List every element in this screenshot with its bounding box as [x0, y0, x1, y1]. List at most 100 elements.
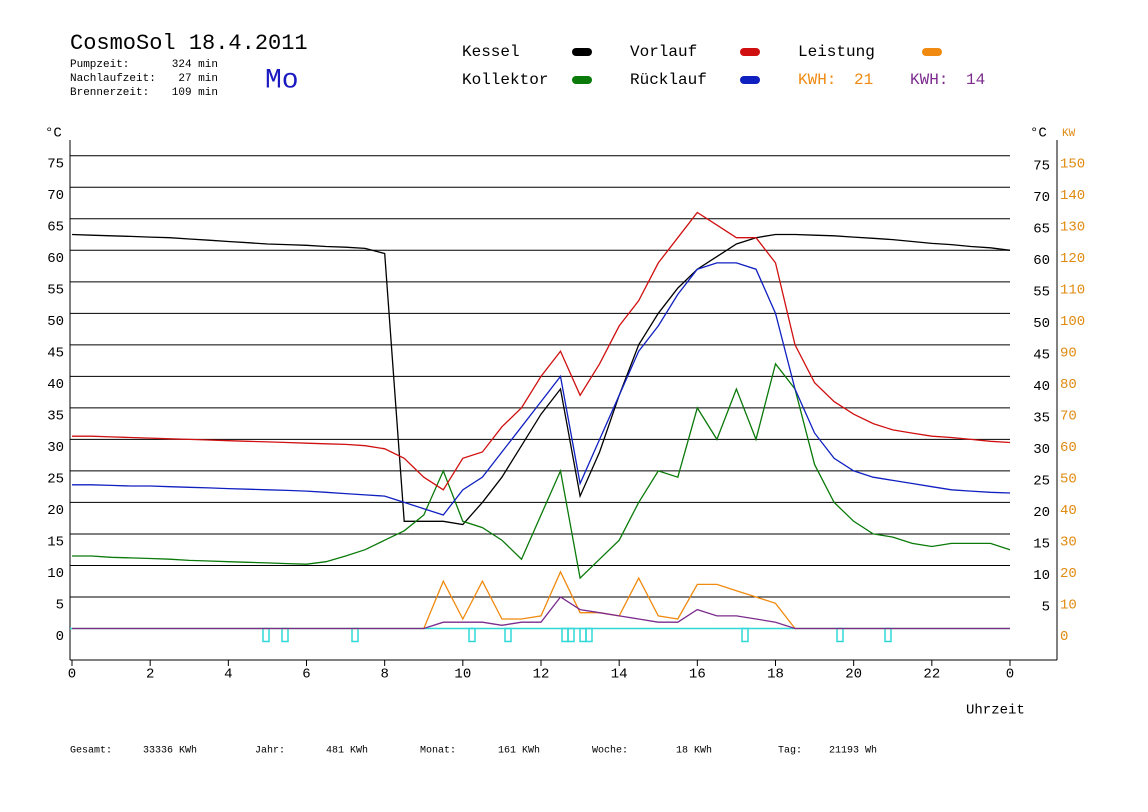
- kwh-prefix: KWH:: [798, 71, 836, 89]
- y-tick-label: 75: [47, 156, 64, 172]
- y-axis-label: °C: [45, 126, 62, 142]
- pump-marker: [468, 627, 476, 643]
- footer-label: Tag:: [778, 746, 802, 757]
- legend-swatch: [740, 76, 760, 84]
- x-tick-label: 10: [454, 667, 471, 683]
- y2-tick-label: 70: [1060, 409, 1077, 425]
- y2-tick-label-c: 10: [1033, 568, 1050, 584]
- y-tick-label: 0: [56, 629, 64, 645]
- y2-tick-label-c: 45: [1033, 348, 1050, 364]
- legend-label: Leistung: [798, 43, 875, 61]
- footer-value: 18 KWh: [676, 745, 712, 757]
- pump-marker: [567, 627, 575, 643]
- y2-tick-label: 80: [1060, 377, 1077, 393]
- info-label: Nachlaufzeit:: [70, 73, 156, 85]
- legend-swatch: [572, 76, 592, 84]
- footer-value: 33336 KWh: [143, 745, 197, 757]
- y-tick-label: 55: [47, 283, 64, 299]
- y-tick-label: 40: [47, 377, 64, 393]
- x-tick-label: 14: [611, 667, 628, 683]
- y2-tick-label-c: 50: [1033, 316, 1050, 332]
- y2-tick-label: 30: [1060, 535, 1077, 551]
- y-tick-label: 35: [47, 409, 64, 425]
- y-tick-label: 45: [47, 346, 64, 362]
- legend-label: Kessel: [462, 43, 520, 61]
- legend-swatch: [922, 48, 942, 56]
- footer-label: Monat:: [420, 746, 456, 757]
- y2-tick-label-c: 35: [1033, 411, 1050, 427]
- kwh-value: 21: [854, 71, 873, 89]
- x-tick-label: 6: [302, 667, 310, 683]
- legend-label: Kollektor: [462, 71, 548, 89]
- x-tick-label: 2: [146, 667, 154, 683]
- info-value: 27 min: [178, 73, 218, 85]
- y-tick-label: 70: [47, 188, 64, 204]
- kwh-value: 14: [966, 71, 985, 89]
- y-tick-label: 10: [47, 566, 64, 582]
- y2-tick-label-c: 75: [1033, 158, 1050, 174]
- weekday: Mo: [265, 65, 299, 96]
- y-tick-label: 30: [47, 440, 64, 456]
- y2-tick-label: 130: [1060, 219, 1085, 235]
- y2-tick-label: 40: [1060, 503, 1077, 519]
- y2-tick-label: 50: [1060, 472, 1077, 488]
- x-tick-label: 0: [68, 667, 76, 683]
- y2-tick-label-c: 60: [1033, 253, 1050, 269]
- series-line: [72, 362, 1011, 580]
- y-tick-label: 25: [47, 472, 64, 488]
- y2-tick-label: 90: [1060, 346, 1077, 362]
- y2-tick-label: 20: [1060, 566, 1077, 582]
- y2-tick-label: 150: [1060, 156, 1085, 172]
- y2-tick-label-c: 20: [1033, 505, 1050, 521]
- legend-label: Vorlauf: [630, 43, 697, 61]
- y2-tick-label: 100: [1060, 314, 1085, 330]
- x-tick-label: 4: [224, 667, 232, 683]
- info-label: Brennerzeit:: [70, 87, 149, 99]
- y2-tick-label-c: 40: [1033, 379, 1050, 395]
- kwh-prefix: KWH:: [910, 71, 948, 89]
- y-tick-label: 20: [47, 503, 64, 519]
- y-tick-label: 5: [56, 598, 64, 614]
- y2-tick-label: 140: [1060, 188, 1085, 204]
- x-tick-label: 8: [380, 667, 388, 683]
- legend-swatch: [740, 48, 760, 56]
- y2-tick-label: 60: [1060, 440, 1077, 456]
- y-tick-label: 50: [47, 314, 64, 330]
- y2-tick-label-c: 70: [1033, 190, 1050, 206]
- footer-label: Jahr:: [255, 745, 285, 757]
- y2-tick-label-c: 30: [1033, 442, 1050, 458]
- x-tick-label: 16: [689, 667, 706, 683]
- info-value: 109 min: [172, 87, 218, 99]
- y2-tick-label: 120: [1060, 251, 1085, 267]
- y2-tick-label-c: 65: [1033, 221, 1050, 237]
- series-line: [71, 233, 1011, 526]
- x-tick-label: 20: [845, 667, 862, 683]
- footer-value: 161 KWh: [498, 745, 540, 757]
- y2-tick-label-c: 55: [1033, 285, 1050, 301]
- x-axis-label: Uhrzeit: [966, 703, 1025, 719]
- footer-value: 481 KWh: [326, 745, 368, 757]
- y-tick-label: 65: [47, 219, 64, 235]
- x-tick-label: 12: [533, 667, 550, 683]
- x-tick-label: 18: [767, 667, 784, 683]
- legend-swatch: [572, 48, 592, 56]
- y2-tick-label: 10: [1060, 598, 1077, 614]
- series-line: [72, 211, 1011, 491]
- footer-label: Gesamt:: [70, 746, 112, 757]
- y2-tick-label-c: 25: [1033, 474, 1050, 490]
- y2-tick-label: 110: [1060, 283, 1085, 299]
- x-tick-label: 22: [923, 667, 940, 683]
- footer-label: Woche:: [592, 745, 628, 757]
- info-label: Pumpzeit:: [70, 59, 129, 71]
- footer-value: 21193 Wh: [829, 745, 877, 757]
- y-tick-label: 60: [47, 251, 64, 267]
- y2-axis-label-c: °C: [1030, 126, 1047, 142]
- y2-tick-label-c: 15: [1033, 537, 1050, 553]
- y-tick-label: 15: [47, 535, 64, 551]
- series-line: [72, 262, 1011, 516]
- chart-title: CosmoSol 18.4.2011: [70, 31, 308, 56]
- info-value: 324 min: [172, 59, 218, 71]
- pump-marker: [741, 627, 749, 643]
